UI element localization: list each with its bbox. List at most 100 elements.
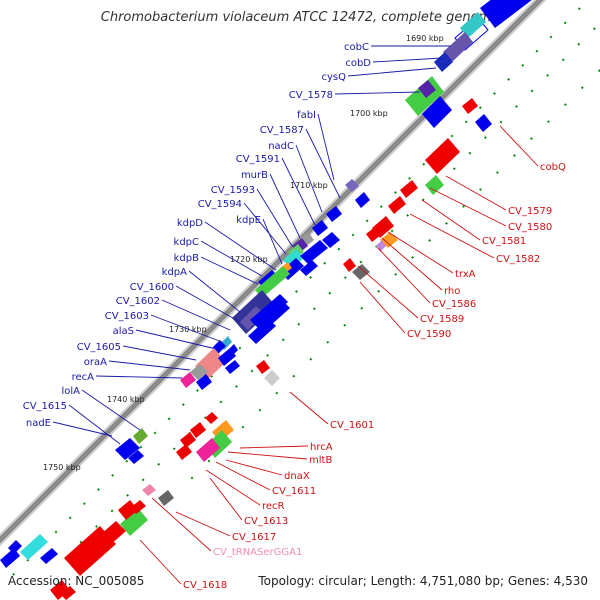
gene-label[interactable]: CV_1580 (508, 222, 552, 233)
gene-label[interactable]: CV_tRNASerGGA1 (213, 547, 302, 558)
gene-arrow (176, 444, 192, 460)
gene-label[interactable]: recR (262, 501, 285, 512)
gene-arrow (312, 220, 328, 236)
gene-arrow (300, 260, 318, 276)
gene-arrow (196, 438, 220, 462)
gene-arrow (480, 0, 532, 28)
label-leader-line (161, 299, 231, 331)
gene-label[interactable]: mltB (309, 455, 332, 466)
gene-arrow (255, 266, 290, 298)
label-leader-line (243, 202, 287, 255)
label-leader-line (139, 539, 182, 585)
gene-arrow (300, 240, 328, 264)
label-leader-line (81, 389, 141, 431)
gene-arrow (425, 138, 460, 174)
label-leader-line (372, 57, 443, 63)
label-leader-line (499, 125, 539, 167)
gene-label[interactable]: CV_1611 (272, 486, 316, 497)
gene-label[interactable]: fabI (297, 110, 316, 121)
label-leader-line (357, 265, 419, 319)
label-leader-line (334, 91, 421, 95)
label-leader-line (150, 314, 223, 343)
gene-label[interactable]: CV_1587 (260, 125, 304, 136)
gene-arrow (256, 360, 270, 374)
gene-arrow (352, 264, 370, 280)
gene-label[interactable]: CV_1605 (77, 342, 121, 353)
gene-label[interactable]: dnaX (284, 471, 310, 482)
label-leader-line (122, 345, 197, 361)
reverse-gene-labels: cobQ CV_1579 CV_1580 CV_1581 CV_1582 trxA rho C… (139, 125, 566, 591)
gene-label[interactable]: CV_1603 (105, 311, 149, 322)
gene-arrow (345, 179, 359, 192)
gene-label[interactable]: CV_1602 (116, 296, 160, 307)
gene-label[interactable]: CV_1600 (130, 282, 174, 293)
gene-label[interactable]: murB (241, 170, 268, 181)
label-leader-line (227, 451, 308, 460)
gene-label[interactable]: hrcA (310, 442, 333, 453)
gene-label[interactable]: lolA (61, 386, 80, 397)
label-leader-line (256, 188, 293, 247)
gene-label[interactable]: kdpA (162, 267, 187, 278)
gene-arrow (462, 98, 478, 114)
forward-strand-genes (0, 0, 532, 568)
gene-arrow (425, 175, 444, 195)
gene-label[interactable]: CV_1617 (232, 532, 276, 543)
label-leader-line (108, 360, 191, 371)
gene-label[interactable]: CV_1579 (508, 206, 552, 217)
gene-label[interactable]: CV_1593 (211, 185, 255, 196)
gene-label[interactable]: nadC (268, 141, 294, 152)
label-leader-line (409, 213, 495, 259)
gene-label[interactable]: CV_1613 (244, 516, 288, 527)
gene-label[interactable]: kdpD (177, 218, 203, 229)
gene-label[interactable]: CV_1586 (432, 299, 476, 310)
gene-label[interactable]: oraA (84, 357, 107, 368)
gene-arrow (343, 258, 356, 272)
gene-label[interactable]: CV_1582 (496, 254, 540, 265)
gene-label[interactable]: CV_1578 (289, 90, 333, 101)
label-leader-line (347, 67, 437, 77)
gene-arrow (158, 490, 174, 506)
gene-label[interactable]: cobQ (540, 162, 566, 173)
gene-label[interactable]: cysQ (322, 72, 347, 83)
reverse-strand-genes (50, 98, 492, 600)
gene-arrow (118, 500, 138, 520)
gene-arrow (388, 196, 406, 214)
label-leader-line (225, 459, 283, 476)
gene-label[interactable]: CV_1581 (482, 236, 526, 247)
gene-arrow (180, 432, 196, 448)
gene-label[interactable]: CV_1590 (407, 329, 451, 340)
gene-arrow (40, 548, 58, 564)
gene-label[interactable]: CV_1618 (183, 580, 227, 591)
gene-label[interactable]: CV_1615 (23, 401, 67, 412)
gene-label[interactable]: kdpB (174, 253, 199, 264)
gene-arrow (355, 192, 370, 208)
gene-label[interactable]: alaS (113, 326, 134, 337)
gene-label[interactable]: CV_1591 (236, 154, 280, 165)
gene-label[interactable]: recA (72, 372, 95, 383)
label-leader-line (429, 187, 507, 227)
label-leader-line (317, 113, 335, 181)
gene-arrow (218, 348, 236, 366)
gene-label[interactable]: CV_1589 (420, 314, 464, 325)
gene-arrow (190, 364, 208, 380)
gene-arrow (418, 80, 436, 98)
gene-label[interactable]: kdpE (236, 215, 261, 226)
label-leader-line (209, 477, 243, 521)
gene-label[interactable]: cobC (344, 42, 369, 53)
gene-label[interactable]: cobD (345, 58, 371, 69)
gene-label[interactable]: trxA (455, 269, 476, 280)
gene-label[interactable]: rho (444, 286, 460, 297)
gene-label[interactable]: CV_1601 (330, 420, 374, 431)
gene-arrow (196, 374, 212, 390)
kbp-label: 1720 kbp (230, 255, 268, 264)
forward-gene-labels: cobC cobD cysQ CV_1578 fabI CV_1587 nadC CV_159… (23, 42, 450, 445)
gene-label[interactable]: kdpC (174, 237, 199, 248)
gene-label[interactable]: CV_1594 (198, 199, 242, 210)
kbp-label: 1740 kbp (107, 395, 145, 404)
label-leader-line (95, 375, 183, 379)
gene-arrow (422, 96, 452, 128)
gene-label[interactable]: nadE (26, 418, 51, 429)
gene-arrow (326, 206, 342, 222)
label-leader-line (387, 231, 454, 274)
